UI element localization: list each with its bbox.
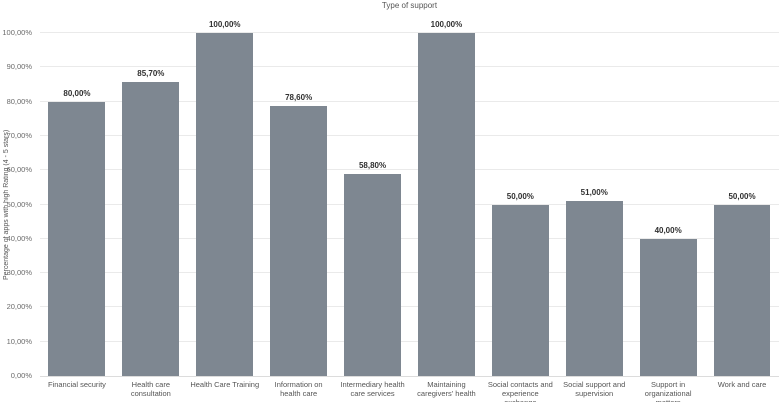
x-category-label: Support in organizational matters — [644, 380, 692, 402]
bar-column: 100,00% — [410, 21, 484, 376]
bar-value-label: 100,00% — [208, 20, 241, 29]
bar-value-label: 100,00% — [430, 20, 463, 29]
y-tick-label: 30,00% — [6, 268, 32, 278]
gridline — [40, 237, 779, 239]
gridline — [40, 66, 779, 68]
x-axis-labels: Financial security Health care consultati… — [40, 380, 779, 402]
x-category-label: Health care consultation — [130, 380, 171, 398]
bar-column: 50,00% — [705, 33, 779, 376]
x-category-label: Financial security — [47, 380, 106, 389]
bar-value-label: 78,60% — [285, 93, 313, 103]
bar-column: 40,00% — [631, 33, 705, 376]
y-tick-label: 90,00% — [6, 62, 32, 72]
bar-column: 51,00% — [557, 33, 631, 376]
bar — [565, 201, 623, 376]
y-tick-label: 80,00% — [6, 96, 32, 106]
x-category-label: Intermediary health care services — [340, 380, 405, 398]
bar-value-label: 58,80% — [358, 161, 387, 171]
bar-value-label: 40,00% — [654, 225, 682, 235]
gridline — [40, 32, 779, 33]
bar — [713, 204, 771, 376]
x-category-label: Information on health care — [274, 380, 323, 398]
bar — [196, 33, 254, 376]
bar — [270, 106, 328, 376]
plot-area: 80,00% 85,70% 100,00% 78,60% 58,80% 100,00% 50… — [2, 21, 779, 380]
bar-column: 85,70% — [114, 33, 188, 376]
x-category-label: Health Care Training — [190, 380, 260, 389]
gridline — [40, 203, 779, 205]
bar-column: 58,80% — [336, 33, 410, 376]
bar-value-label: 85,70% — [137, 69, 165, 79]
bar-value-label: 50,00% — [728, 191, 756, 201]
x-category-label: Social support and supervision — [563, 380, 626, 398]
gridline — [40, 134, 779, 136]
bar-value-label: 50,00% — [506, 191, 534, 201]
gridline — [40, 272, 779, 274]
x-category-label: Maintaining caregivers' health — [417, 380, 476, 398]
bar-value-label: 51,00% — [580, 188, 608, 198]
bar-column: 78,60% — [262, 33, 336, 376]
bar — [344, 174, 401, 376]
bar — [122, 82, 180, 376]
gridline — [40, 169, 779, 171]
gridline — [40, 100, 779, 102]
gridline — [40, 306, 779, 308]
y-tick-label: 50,00% — [6, 199, 32, 209]
y-tick-label: 60,00% — [6, 165, 32, 175]
y-tick-label: 20,00% — [6, 302, 32, 312]
y-tick-label: 0,00% — [10, 371, 32, 380]
y-tick-label: 40,00% — [6, 233, 32, 243]
bar-column: 80,00% — [40, 33, 114, 376]
bar-column: 50,00% — [483, 33, 557, 376]
bar-value-label: 80,00% — [63, 88, 91, 98]
bar — [639, 238, 697, 376]
y-tick-label: 100,00% — [2, 28, 32, 37]
bar — [48, 101, 106, 376]
x-category-label: Social contacts and experience exchange — [487, 380, 553, 402]
y-tick-label: 70,00% — [6, 130, 32, 140]
bar — [417, 33, 475, 376]
bar — [491, 204, 549, 376]
bar-column: 100,00% — [188, 21, 262, 376]
y-tick-label: 10,00% — [6, 336, 32, 346]
bars-layer: 80,00% 85,70% 100,00% 78,60% 58,80% 100,00% 50… — [40, 21, 779, 376]
chart-title: Type of support — [381, 1, 438, 10]
x-category-label: Work and care — [717, 380, 767, 389]
gridline — [40, 340, 779, 342]
